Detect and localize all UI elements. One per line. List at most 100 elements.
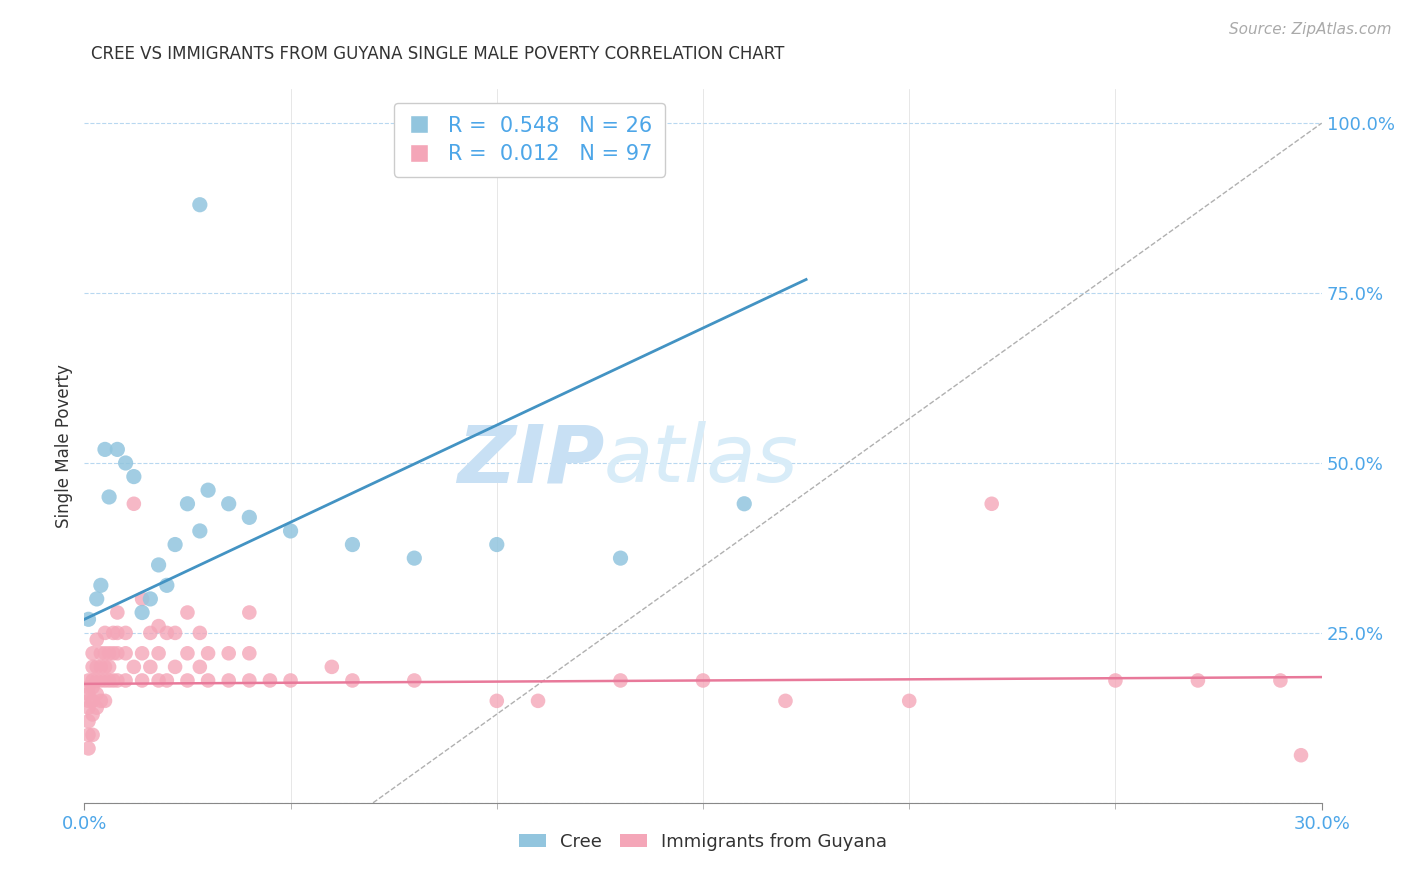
Point (148, 673, 170, 688)
Point (114, 646, 136, 660)
Point (176, 646, 198, 660)
Point (148, 619, 170, 633)
Point (114, 456, 136, 470)
Point (280, 524, 302, 538)
Point (165, 537, 187, 551)
Point (94, 694, 117, 708)
Text: atlas: atlas (605, 421, 799, 500)
Point (77, 700, 100, 714)
Point (188, 660, 211, 674)
Point (342, 537, 364, 551)
Point (527, 694, 550, 708)
Point (485, 694, 508, 708)
Point (77, 694, 100, 708)
Point (77, 728, 100, 742)
Point (321, 660, 343, 674)
Point (238, 510, 260, 524)
Point (98, 660, 121, 674)
Point (1104, 673, 1126, 688)
Legend: Cree, Immigrants from Guyana: Cree, Immigrants from Guyana (512, 826, 894, 858)
Point (131, 646, 153, 660)
Text: CREE VS IMMIGRANTS FROM GUYANA SINGLE MALE POVERTY CORRELATION CHART: CREE VS IMMIGRANTS FROM GUYANA SINGLE MA… (91, 45, 785, 62)
Point (114, 626, 136, 640)
Point (98, 646, 121, 660)
Point (148, 646, 170, 660)
Point (131, 606, 153, 620)
Point (218, 497, 240, 511)
Point (238, 606, 260, 620)
Point (77, 741, 100, 756)
Point (176, 497, 198, 511)
Y-axis label: Single Male Poverty: Single Male Poverty (55, 364, 73, 528)
Point (86, 673, 108, 688)
Point (90, 646, 112, 660)
Point (82, 680, 104, 694)
Point (1289, 748, 1312, 763)
Point (1270, 673, 1292, 688)
Point (90, 660, 112, 674)
Point (188, 524, 211, 538)
Point (733, 497, 755, 511)
Point (94, 660, 117, 674)
Point (90, 673, 112, 688)
Point (103, 626, 125, 640)
Point (90, 578, 112, 592)
Point (90, 694, 112, 708)
Point (188, 198, 211, 212)
Point (218, 673, 240, 688)
Point (156, 626, 179, 640)
Point (82, 673, 104, 688)
Point (82, 707, 104, 722)
Point (1187, 673, 1209, 688)
Point (218, 646, 240, 660)
Point (94, 442, 117, 457)
Point (86, 687, 108, 701)
Point (280, 673, 302, 688)
Point (485, 537, 508, 551)
Point (139, 626, 162, 640)
Point (404, 673, 426, 688)
Point (77, 673, 100, 688)
Point (238, 646, 260, 660)
Point (103, 646, 125, 660)
Text: Source: ZipAtlas.com: Source: ZipAtlas.com (1229, 22, 1392, 37)
Point (77, 680, 100, 694)
Point (238, 673, 260, 688)
Point (86, 591, 108, 606)
Point (156, 578, 179, 592)
Point (94, 626, 117, 640)
Point (898, 694, 921, 708)
Point (105, 646, 128, 660)
Point (82, 660, 104, 674)
Point (139, 660, 162, 674)
Point (122, 469, 145, 483)
Point (98, 673, 121, 688)
Point (156, 673, 179, 688)
Point (404, 551, 426, 566)
Point (105, 673, 128, 688)
Point (122, 660, 145, 674)
Point (82, 694, 104, 708)
Point (980, 497, 1002, 511)
Point (86, 660, 108, 674)
Point (114, 673, 136, 688)
Point (122, 497, 145, 511)
Point (176, 606, 198, 620)
Point (77, 612, 100, 626)
Point (105, 442, 128, 457)
Point (197, 673, 219, 688)
Point (692, 673, 714, 688)
Point (77, 714, 100, 729)
Point (197, 646, 219, 660)
Text: ZIP: ZIP (457, 421, 605, 500)
Point (609, 673, 631, 688)
Point (165, 660, 187, 674)
Point (609, 551, 631, 566)
Point (139, 591, 162, 606)
Point (105, 626, 128, 640)
Point (77, 687, 100, 701)
Point (165, 626, 187, 640)
Point (103, 673, 125, 688)
Point (86, 700, 108, 714)
Point (775, 694, 797, 708)
